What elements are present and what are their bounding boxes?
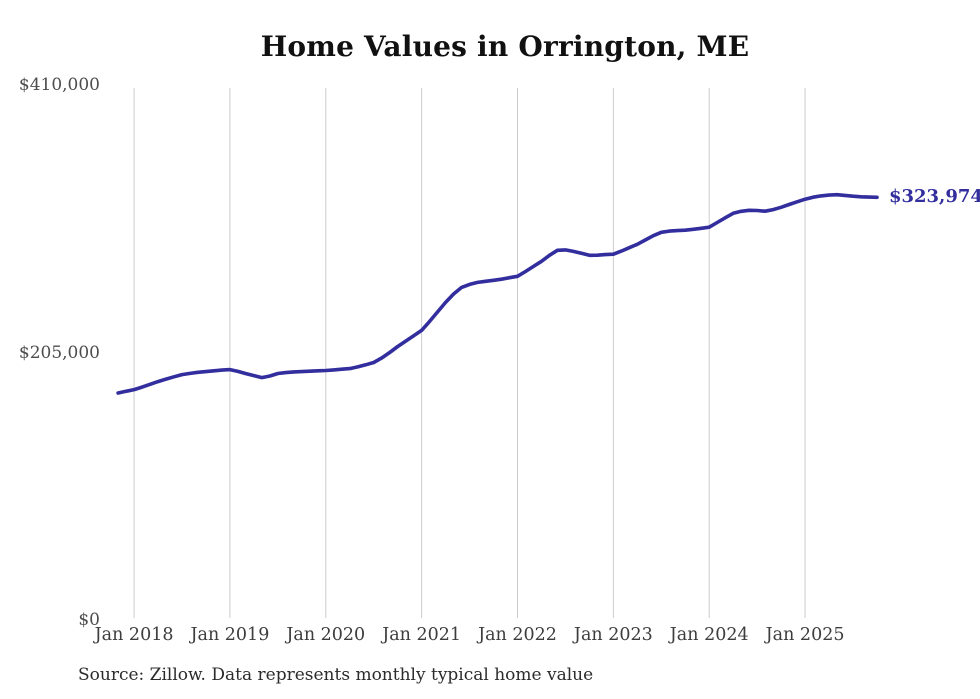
latest-value-label: $323,974 <box>888 186 980 208</box>
x-axis-tick-jan-2020: Jan 2020 <box>286 625 366 645</box>
x-axis-tick-jan-2022: Jan 2022 <box>478 625 557 645</box>
chart-title: Home Values in Orrington, ME <box>260 30 750 63</box>
x-axis-tick-jan-2024: Jan 2024 <box>669 625 749 645</box>
x-axis-tick-jan-2025: Jan 2025 <box>765 625 845 645</box>
y-axis-tick-410000: $410,000 <box>18 75 100 95</box>
x-axis-tick-jan-2021: Jan 2021 <box>382 625 462 645</box>
y-axis-tick-205000: $205,000 <box>18 342 100 363</box>
x-axis-tick-jan-2018: Jan 2018 <box>94 625 174 645</box>
y-axis-tick-0: $0 <box>78 610 100 630</box>
source-note: Source: Zillow. Data represents monthly … <box>78 665 594 685</box>
x-axis-tick-jan-2019: Jan 2019 <box>190 625 270 645</box>
x-axis-tick-jan-2023: Jan 2023 <box>573 625 653 645</box>
